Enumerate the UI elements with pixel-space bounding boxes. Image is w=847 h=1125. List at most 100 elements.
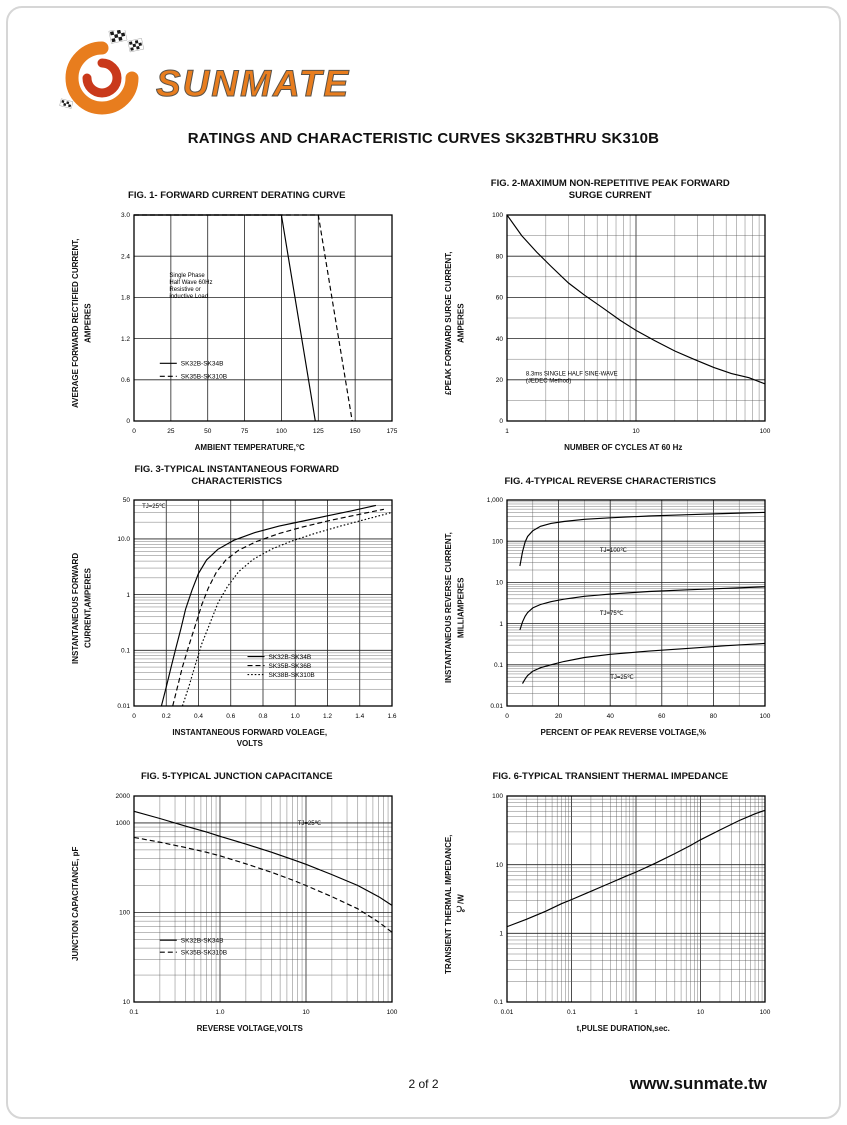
annotation: Half Wave 60Hz bbox=[169, 280, 212, 286]
x-tick-label: 1 bbox=[505, 428, 509, 435]
y-tick-label: 1 bbox=[126, 592, 130, 599]
figure-1: FIG. 1- FORWARD CURRENT DERATING CURVE A… bbox=[54, 178, 420, 453]
x-tick-label: 0.8 bbox=[258, 713, 267, 720]
y-tick-label: 2000 bbox=[115, 793, 130, 800]
legend-label: SK35B-SK36B bbox=[268, 663, 311, 670]
y-tick-label: 1.8 bbox=[121, 295, 130, 302]
x-tick-label: 1.0 bbox=[291, 713, 300, 720]
y-tick-label: 1,000 bbox=[487, 498, 504, 505]
x-tick-label: 125 bbox=[313, 428, 324, 435]
y-tick-label: 10 bbox=[123, 999, 131, 1006]
x-tick-label: 100 bbox=[760, 1009, 771, 1016]
y-tick-label: 1.2 bbox=[121, 336, 130, 343]
curve-SK38B-SK310B bbox=[181, 512, 392, 707]
curve-TJ-25C bbox=[522, 643, 766, 685]
x-tick-label: 10 bbox=[302, 1009, 310, 1016]
figure-3-plot: 0 0.2 0.4 0.6 0.8 1.0 1.2 1.4 1.6 0.01 0.1 1 10.0 50 T… bbox=[117, 498, 397, 721]
y-tick-label: 3.0 bbox=[121, 212, 130, 219]
figure-3: FIG. 3-TYPICAL INSTANTANEOUS FORWARD CHA… bbox=[54, 463, 420, 749]
x-tick-label: 100 bbox=[760, 713, 771, 720]
legend-label: SK32B-SK34B bbox=[181, 361, 224, 368]
annotation: inductive Load bbox=[169, 294, 208, 300]
x-tick-label: 20 bbox=[555, 713, 563, 720]
curve-SK32B-SK34B bbox=[133, 810, 393, 907]
figure-3-xlabel: INSTANTANEOUS FORWARD VOLEAGE, VOLTS bbox=[172, 728, 328, 748]
x-tick-label: 0.4 bbox=[194, 713, 203, 720]
figure-5: FIG. 5-TYPICAL JUNCTION CAPACITANCE JUNC… bbox=[54, 759, 420, 1034]
x-tick-label: 150 bbox=[349, 428, 360, 435]
y-tick-label: 0.1 bbox=[121, 648, 130, 655]
y-tick-label: 1000 bbox=[115, 820, 130, 827]
y-tick-label: 0.01 bbox=[491, 704, 504, 711]
figure-3-ylabel: INSTANTANEOUS FORWARD CURRENT,AMPERES bbox=[70, 552, 93, 664]
y-tick-label: 0.1 bbox=[494, 999, 503, 1006]
figure-6-ylabel: TRANSIENT THERMAL IMPEDANCE, ℃/W bbox=[444, 834, 466, 974]
x-tick-label: 0 bbox=[132, 428, 136, 435]
curve-surge-current bbox=[506, 214, 766, 385]
y-tick-label: 80 bbox=[496, 253, 504, 260]
x-tick-label: 1.4 bbox=[355, 713, 364, 720]
figure-2-ylabel: £PEAK FORWARD SURGE CURRENT, AMPERES bbox=[444, 251, 466, 395]
footer: 2 of 2 www.sunmate.tw bbox=[44, 1074, 803, 1099]
plot-frame bbox=[506, 499, 766, 708]
x-tick-label: 100 bbox=[276, 428, 287, 435]
sunmate-logo: SUNMATE bbox=[50, 27, 360, 131]
plot-frame bbox=[133, 214, 393, 422]
plot-frame bbox=[133, 795, 393, 1003]
y-tick-label: 1 bbox=[500, 621, 504, 628]
x-tick-label: 1.2 bbox=[323, 713, 332, 720]
figure-4-plot: 0 20 40 60 80 100 0.01 0.1 1 10 100 1,000 TJ=100℃ TJ=… bbox=[487, 498, 771, 721]
y-tick-label: 0 bbox=[126, 418, 130, 425]
y-tick-label: 0.1 bbox=[494, 662, 503, 669]
annotation: Single Phase bbox=[169, 273, 205, 279]
x-tick-label: 0 bbox=[132, 713, 136, 720]
page-title: RATINGS AND CHARACTERISTIC CURVES SK32BT… bbox=[187, 130, 660, 147]
figure-2-plot: 1 10 100 0 20 40 60 80 100 8.3ms SINGLE HALF SINE… bbox=[492, 212, 771, 435]
curve-thermal-impedance bbox=[507, 809, 766, 928]
figure-2-title: FIG. 2-MAXIMUM NON-REPETITIVE PEAK FORWA… bbox=[490, 178, 730, 202]
x-tick-label: 50 bbox=[204, 428, 212, 435]
x-tick-label: 40 bbox=[607, 713, 615, 720]
x-tick-label: 0.2 bbox=[162, 713, 171, 720]
legend-label: SK38B-SK310B bbox=[268, 672, 314, 679]
plot-frame bbox=[506, 214, 766, 422]
x-tick-label: 75 bbox=[241, 428, 249, 435]
header: SUNMATE RATINGS AND CHARACTERISTIC CURVE… bbox=[44, 24, 803, 156]
y-tick-label: 100 bbox=[119, 910, 130, 917]
x-tick-label: 0.1 bbox=[567, 1009, 576, 1016]
y-tick-label: 0.6 bbox=[121, 377, 130, 384]
figure-1-xlabel: AMBIENT TEMPERATURE,°C bbox=[194, 443, 305, 452]
legend-label: SK32B-SK34B bbox=[181, 938, 224, 945]
website-link[interactable]: www.sunmate.tw bbox=[629, 1074, 767, 1093]
x-tick-label: 80 bbox=[710, 713, 718, 720]
swirl-icon bbox=[65, 41, 139, 115]
y-tick-label: 10 bbox=[496, 580, 504, 587]
figure-6-plot: 0.01 0.1 1 10 100 0.1 1 10 100 bbox=[492, 793, 771, 1016]
checkered-flag-icon bbox=[59, 98, 74, 109]
page-number: 2 of 2 bbox=[408, 1077, 439, 1091]
brand-wordmark: SUNMATE bbox=[156, 63, 350, 104]
curve-SK32B-SK34B bbox=[133, 214, 316, 422]
curve-TJ-100C bbox=[519, 512, 766, 567]
y-tick-label: 60 bbox=[496, 295, 504, 302]
annotation: TJ=25℃ bbox=[610, 675, 634, 681]
figure-6: FIG. 6-TYPICAL TRANSIENT THERMAL IMPEDAN… bbox=[428, 759, 794, 1034]
curve-SK32B-SK34B bbox=[160, 505, 376, 707]
figure-1-ylabel: AVERAGE FORWARD RECTIFIED CURRENT, AMPER… bbox=[70, 238, 93, 408]
x-tick-label: 100 bbox=[760, 428, 771, 435]
figure-4: FIG. 4-TYPICAL REVERSE CHARACTERISTICS I… bbox=[428, 463, 794, 749]
y-tick-label: 20 bbox=[496, 377, 504, 384]
figure-4-xlabel: PERCENT OF PEAK REVERSE VOLTAGE,% bbox=[540, 728, 706, 738]
x-tick-label: 100 bbox=[386, 1009, 397, 1016]
checkered-flag-icon bbox=[108, 27, 128, 44]
x-tick-label: 10 bbox=[697, 1009, 705, 1016]
y-tick-label: 10.0 bbox=[117, 536, 130, 543]
x-tick-label: 1 bbox=[634, 1009, 638, 1016]
y-tick-label: 40 bbox=[496, 336, 504, 343]
annotation: TJ=25℃ bbox=[297, 821, 321, 827]
annotation: (JEDEC Method) bbox=[526, 379, 571, 385]
y-tick-label: 0 bbox=[500, 418, 504, 425]
x-tick-label: 60 bbox=[658, 713, 666, 720]
y-tick-label: 1 bbox=[500, 931, 504, 938]
annotation: TJ=25℃ bbox=[142, 504, 166, 510]
